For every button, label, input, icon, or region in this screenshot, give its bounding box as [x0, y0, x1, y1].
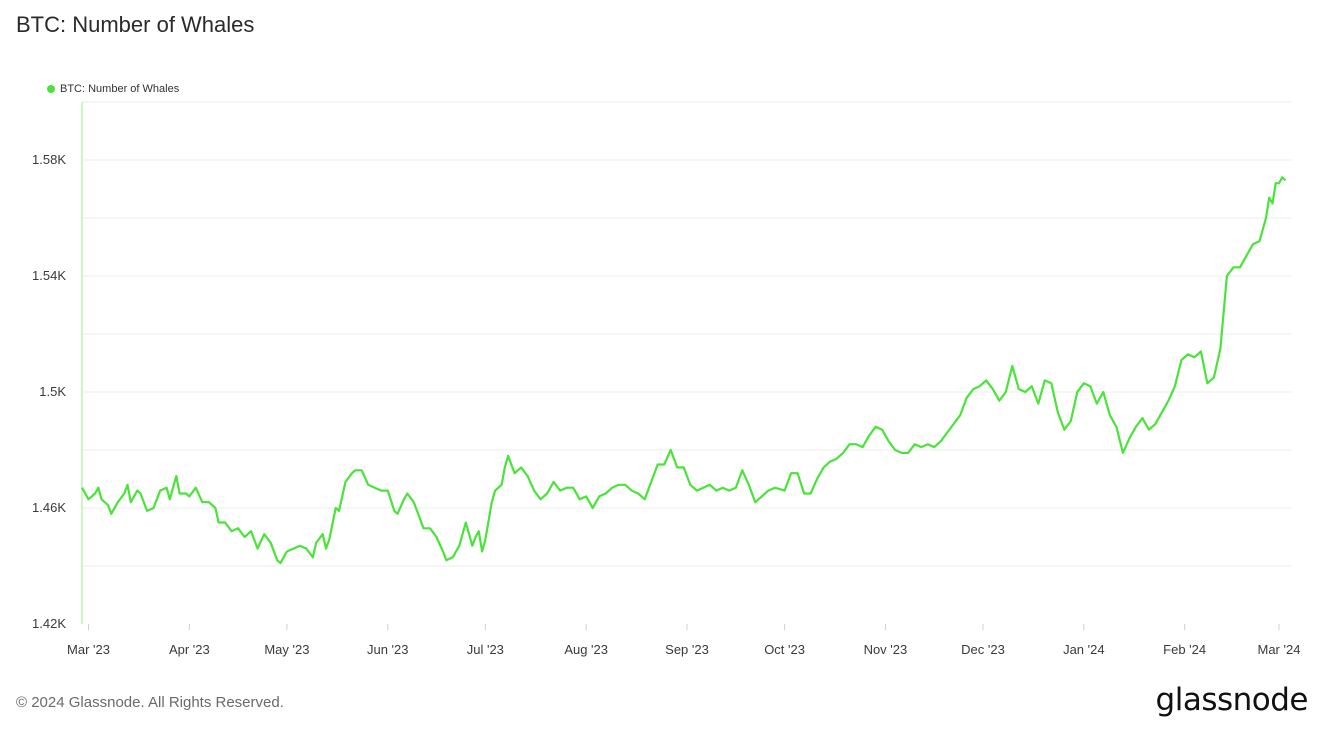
y-tick-label: 1.46K	[32, 500, 66, 515]
legend-label: BTC: Number of Whales	[60, 83, 180, 95]
x-tick-label: Feb '24	[1163, 642, 1206, 657]
x-axis: Mar '23 Apr '23 May '23 Jun '23 Jul '23 Aug '…	[67, 624, 1300, 657]
y-tick-label: 1.54K	[32, 268, 66, 283]
y-tick-label: 1.5K	[39, 384, 66, 399]
copyright-text: © 2024 Glassnode. All Rights Reserved.	[16, 694, 284, 711]
y-tick-label: 1.42K	[32, 616, 66, 631]
x-tick-label: Oct '23	[764, 642, 805, 657]
x-tick-label: Jan '24	[1063, 642, 1105, 657]
y-axis: 1.42K 1.46K 1.5K 1.54K 1.58K	[32, 152, 66, 631]
x-tick-label: Apr '23	[169, 642, 210, 657]
glassnode-logo: glassnode	[1155, 682, 1309, 718]
x-tick-label: Mar '23	[67, 642, 110, 657]
x-tick-label: Mar '24	[1258, 642, 1301, 657]
x-tick-label: Aug '23	[564, 642, 608, 657]
x-tick-label: May '23	[264, 642, 309, 657]
x-tick-label: Nov '23	[864, 642, 908, 657]
chart-title: BTC: Number of Whales	[16, 12, 255, 37]
x-tick-label: Dec '23	[961, 642, 1005, 657]
x-tick-label: Sep '23	[665, 642, 709, 657]
x-tick-label: Jul '23	[467, 642, 504, 657]
x-tick-label: Jun '23	[367, 642, 409, 657]
legend[interactable]: BTC: Number of Whales	[47, 83, 179, 95]
grid	[82, 101, 1292, 567]
y-tick-label: 1.58K	[32, 152, 66, 167]
legend-dot-icon	[47, 85, 55, 93]
data-points	[81, 176, 1287, 564]
series-line	[81, 176, 1287, 565]
